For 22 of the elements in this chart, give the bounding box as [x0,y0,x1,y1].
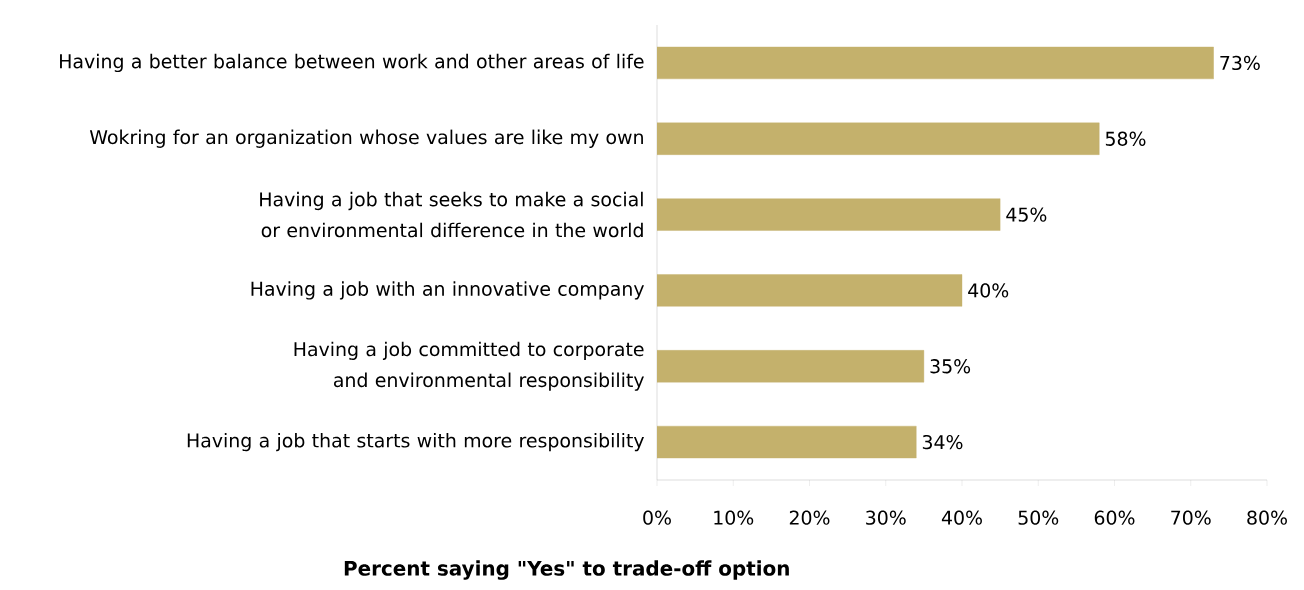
x-tick-label: 80% [1247,510,1287,525]
data-label: 45% [1006,207,1047,222]
y-tick-label: Having a job that starts with more responsibility [187,432,644,452]
x-tick-label: 60% [1094,510,1135,525]
x-axis-title: Percent saying "Yes" to trade-off option [344,560,789,580]
x-tick-label: 40% [941,510,982,525]
x-tick-label: 50% [1018,510,1059,525]
y-tick-label: Having a better balance between work and other areas of life [60,53,644,73]
data-label: 34% [922,434,963,450]
data-label: 40% [968,283,1009,298]
data-label: 35% [930,359,971,374]
y-tick-label: Having a job committed to corporate and environmental responsibility [294,341,644,391]
x-tick-label: 0% [643,510,671,525]
data-label: 58% [1105,131,1146,146]
x-tick-label: 10% [714,510,754,525]
x-tick-label: 20% [789,510,830,525]
x-tick-label: 30% [866,510,906,525]
y-tick-label: Wokring for an organization whose values are like my own [89,129,643,148]
y-tick-label: Having a job that seeks to make a social or environmental difference in the world [260,191,643,238]
x-tick-label: 70% [1171,510,1211,525]
data-label: 73% [1220,55,1260,71]
y-tick-label: Having a job with an innovative company [251,281,644,300]
